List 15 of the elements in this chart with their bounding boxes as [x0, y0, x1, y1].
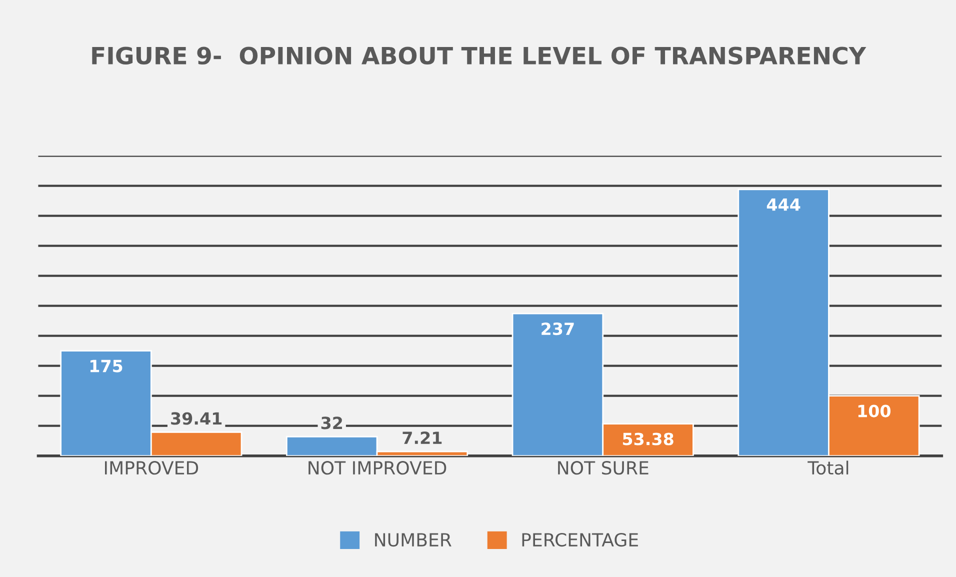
- x-tick-label: NOT SURE: [558, 461, 648, 475]
- x-tick-label: NOT IMPROVED: [308, 461, 446, 475]
- data-label: 100: [858, 404, 890, 418]
- data-label: 32: [321, 416, 342, 430]
- legend-label: NUMBER: [375, 533, 452, 547]
- chart-title: FIGURE 9- OPINION ABOUT THE LEVEL OF TRANSPARENCY: [92, 46, 866, 65]
- data-label: 444: [766, 198, 800, 211]
- legend-label: PERCENTAGE: [522, 532, 638, 547]
- data-label: 175: [90, 360, 122, 372]
- data-label: 7.21: [402, 432, 442, 444]
- data-label: 53.38: [622, 432, 674, 446]
- data-label: 39.41: [171, 412, 222, 425]
- x-tick-label: Total: [808, 460, 848, 475]
- data-label: 237: [542, 322, 574, 336]
- x-tick-label: IMPROVED: [104, 461, 198, 475]
